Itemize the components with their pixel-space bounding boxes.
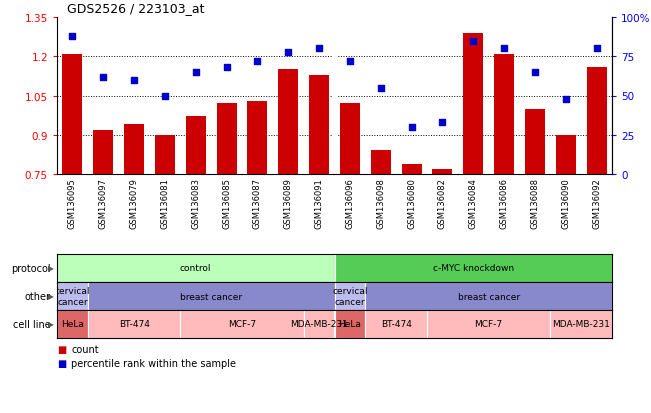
Text: ■: ■	[57, 358, 66, 368]
Point	[591, 46, 602, 52]
Text: HeLa: HeLa	[339, 320, 361, 329]
Text: BT-474: BT-474	[381, 320, 411, 329]
Text: breast cancer: breast cancer	[180, 292, 242, 301]
Bar	[57, 310, 88, 338]
Point	[98, 74, 109, 81]
Bar	[309, 76, 329, 175]
Text: ▶: ▶	[48, 320, 54, 329]
Bar	[365, 282, 612, 310]
Bar	[550, 310, 612, 338]
Text: breast cancer: breast cancer	[458, 292, 519, 301]
Bar	[124, 125, 144, 175]
Point	[191, 69, 201, 76]
Bar	[57, 254, 335, 282]
Bar	[62, 55, 83, 175]
Bar	[247, 102, 268, 175]
Text: control: control	[180, 264, 212, 273]
Bar	[186, 117, 206, 175]
Bar	[464, 33, 483, 175]
Bar	[370, 151, 391, 175]
Point	[129, 77, 139, 84]
Point	[499, 46, 509, 52]
Bar	[340, 104, 360, 175]
Point	[437, 120, 448, 126]
Point	[67, 33, 77, 40]
Text: protocol: protocol	[11, 263, 51, 273]
Bar	[335, 254, 612, 282]
Bar	[278, 70, 298, 175]
Text: MCF-7: MCF-7	[475, 320, 503, 329]
Bar	[432, 169, 452, 175]
Bar	[155, 135, 175, 175]
Text: count: count	[72, 344, 99, 354]
Text: ▶: ▶	[48, 292, 54, 301]
Point	[283, 49, 294, 56]
Point	[376, 85, 386, 92]
Text: other: other	[25, 291, 51, 301]
Bar	[217, 104, 236, 175]
Text: HeLa: HeLa	[61, 320, 84, 329]
Text: ■: ■	[57, 344, 66, 354]
Point	[159, 93, 170, 100]
Text: c-MYC knockdown: c-MYC knockdown	[433, 264, 514, 273]
Bar	[365, 310, 427, 338]
Bar	[427, 310, 550, 338]
Bar	[93, 130, 113, 175]
Point	[468, 38, 478, 45]
Bar	[556, 135, 575, 175]
Point	[221, 65, 232, 71]
Text: percentile rank within the sample: percentile rank within the sample	[72, 358, 236, 368]
Point	[406, 124, 417, 131]
Bar	[57, 282, 88, 310]
Bar	[180, 310, 303, 338]
Text: ▶: ▶	[48, 264, 54, 273]
Point	[530, 69, 540, 76]
Text: MDA-MB-231: MDA-MB-231	[290, 320, 348, 329]
Text: GDS2526 / 223103_at: GDS2526 / 223103_at	[67, 2, 204, 15]
Bar	[525, 109, 545, 175]
Point	[345, 59, 355, 65]
Text: BT-474: BT-474	[118, 320, 150, 329]
Text: cervical
cancer: cervical cancer	[332, 287, 368, 306]
Point	[252, 59, 262, 65]
Point	[561, 96, 571, 103]
Bar	[88, 282, 335, 310]
Text: MCF-7: MCF-7	[228, 320, 256, 329]
Bar	[303, 310, 335, 338]
Bar	[587, 68, 607, 175]
Bar	[494, 55, 514, 175]
Text: MDA-MB-231: MDA-MB-231	[552, 320, 610, 329]
Bar	[335, 282, 365, 310]
Point	[314, 46, 324, 52]
Text: cell line: cell line	[13, 319, 51, 329]
Text: cervical
cancer: cervical cancer	[55, 287, 90, 306]
Bar	[88, 310, 180, 338]
Bar	[335, 310, 365, 338]
Bar	[402, 164, 422, 175]
